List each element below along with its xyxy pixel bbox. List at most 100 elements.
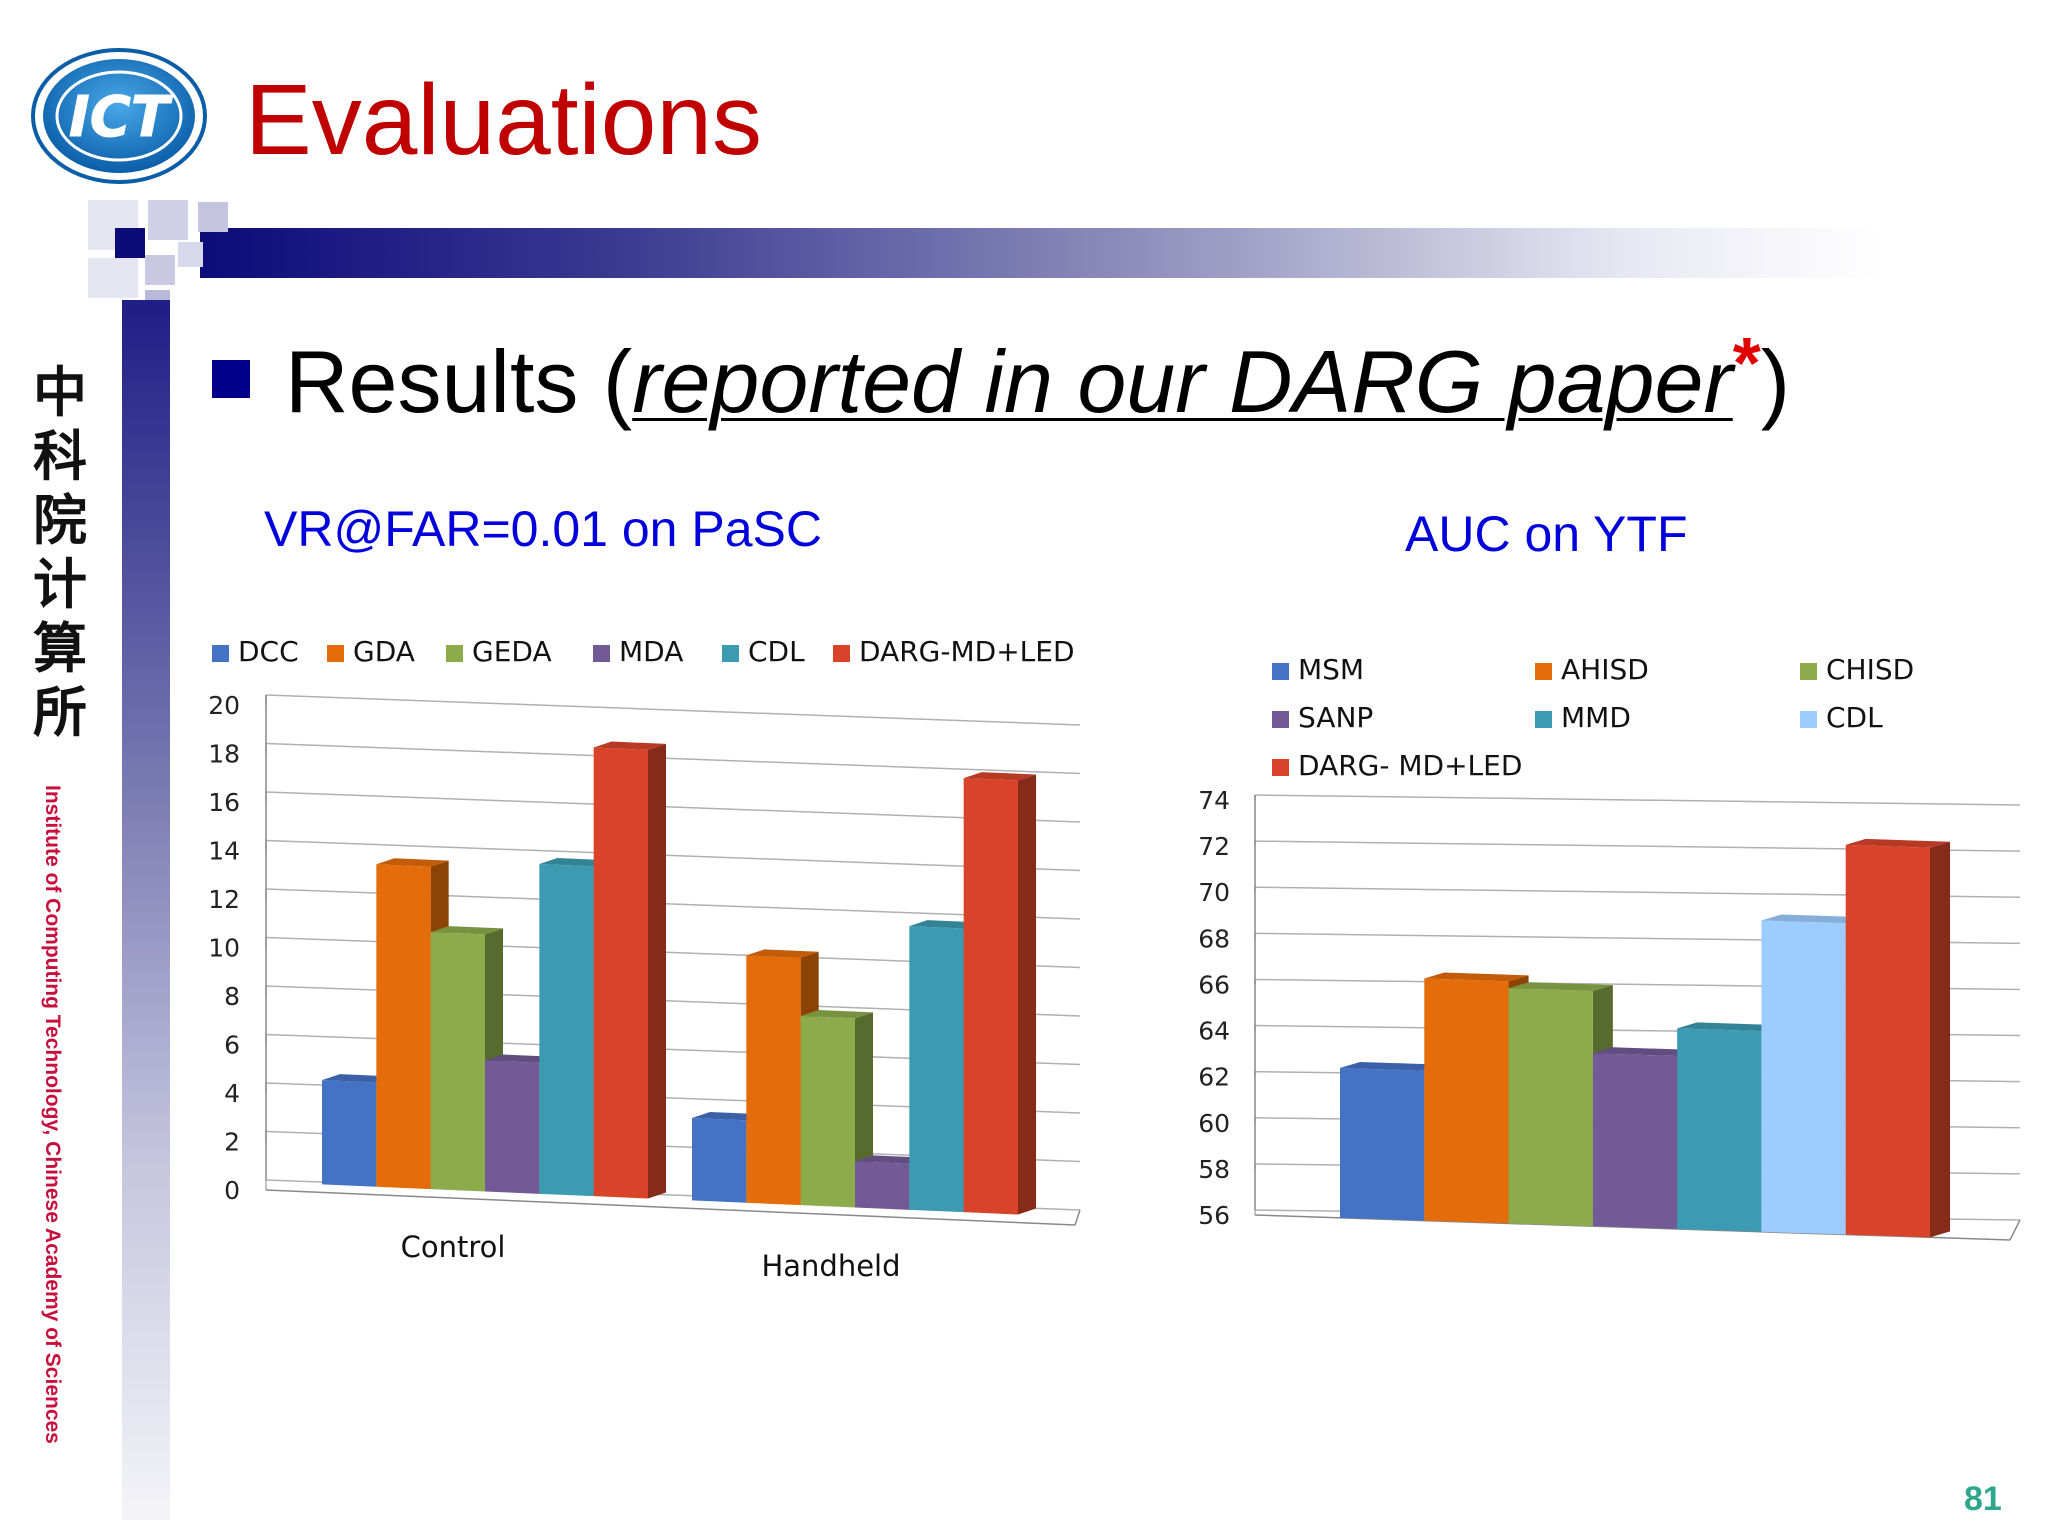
bar-front [322, 1080, 377, 1187]
y-tick-label: 20 [208, 691, 240, 720]
bar-front [1677, 1028, 1762, 1232]
y-tick-label: 12 [208, 885, 240, 914]
legend-swatch [1272, 759, 1289, 776]
bar-front [593, 747, 648, 1199]
bar-front [376, 864, 431, 1190]
chart-right-title: AUC on YTF [1405, 506, 1688, 562]
y-tick-label: 60 [1198, 1109, 1230, 1138]
legend-label: CDL [748, 635, 805, 668]
legend-swatch [1800, 663, 1817, 680]
y-tick-label: 0 [224, 1176, 240, 1205]
legend-label: DCC [238, 635, 299, 668]
y-tick-label: 62 [1198, 1063, 1230, 1092]
legend-label: DARG- MD+LED [1298, 749, 1522, 782]
y-tick-label: 58 [1198, 1155, 1230, 1184]
legend-swatch [593, 645, 610, 662]
bar-top [322, 1074, 395, 1083]
y-tick-label: 6 [224, 1031, 240, 1060]
y-tick-label: 4 [224, 1079, 240, 1108]
legend-swatch [833, 645, 850, 662]
bar-front [1845, 844, 1930, 1238]
bar-front [1508, 988, 1593, 1227]
bar-front [430, 932, 485, 1192]
header-gradient-bar [200, 228, 1880, 278]
page-number: 81 [1964, 1480, 2002, 1518]
y-tick-label: 56 [1198, 1201, 1230, 1230]
y-tick-label: 14 [208, 837, 240, 866]
floor-front-edge [265, 1189, 1076, 1226]
footnote-star: * [1732, 324, 1761, 404]
legend-swatch [446, 645, 463, 662]
bar-top [1677, 1022, 1782, 1032]
y-tick-label: 64 [1198, 1017, 1230, 1046]
bar-front [1424, 978, 1509, 1224]
sidebar-gradient-band [122, 300, 170, 1520]
y-tick-label: 68 [1198, 924, 1230, 953]
legend-swatch [1800, 711, 1817, 728]
bar-top [1761, 914, 1866, 924]
paper-link[interactable]: reported in our DARG paper [632, 332, 1733, 431]
bar-geda-control [430, 926, 503, 1192]
legend-label: MMD [1561, 701, 1631, 734]
legend-label: AHISD [1561, 653, 1649, 686]
bar-front [746, 955, 801, 1206]
y-tick-label: 16 [208, 788, 240, 817]
bar-top [593, 741, 666, 750]
legend-label: MDA [619, 635, 683, 668]
results-suffix: ) [1760, 332, 1791, 431]
chart-left-title: VR@FAR=0.01 on PaSC [264, 501, 822, 557]
bar-top [1424, 972, 1529, 982]
y-tick-label: 8 [224, 982, 240, 1011]
y-tick-label: 66 [1198, 970, 1230, 999]
legend-label: MSM [1298, 653, 1364, 686]
legend-label: CDL [1826, 701, 1883, 734]
y-tick-label: 18 [208, 740, 240, 769]
bar-top [1845, 838, 1950, 848]
bar-top [963, 772, 1036, 781]
bar-top [909, 920, 982, 929]
y-tick-label: 2 [224, 1128, 240, 1157]
legend-swatch [1535, 663, 1552, 680]
legend-label: GDA [353, 635, 415, 668]
bar-front [909, 926, 964, 1213]
bar-top [1508, 982, 1613, 992]
bar-top [430, 926, 503, 935]
legend-swatch [327, 645, 344, 662]
legend-label: GEDA [472, 635, 552, 668]
bar-darg-md-led-handheld [963, 772, 1036, 1215]
bullet-square [212, 360, 250, 398]
legend-label: DARG-MD+LED [859, 635, 1075, 668]
legend-swatch [722, 645, 739, 662]
legend-label: SANP [1298, 701, 1373, 734]
bar-darg-md-led-ytf [1845, 838, 1950, 1238]
bar-front [1592, 1053, 1678, 1229]
gridline [265, 791, 1081, 823]
bar-side [1930, 841, 1950, 1238]
bar-top [692, 1111, 765, 1121]
bar-front [485, 1060, 540, 1194]
results-bullet: Results (reported in our DARG paper*) [285, 324, 1791, 431]
bar-side [1018, 774, 1036, 1215]
bar-side [648, 743, 666, 1199]
results-prefix: Results ( [285, 332, 633, 431]
y-tick-label: 10 [208, 934, 240, 963]
bar-front [692, 1117, 747, 1203]
gridline [265, 742, 1081, 775]
bar-top [539, 858, 612, 867]
chinese-institute-name: 中科院计算所 [33, 360, 87, 744]
bar-front [1761, 920, 1846, 1235]
legend-label: CHISD [1826, 653, 1914, 686]
bar-top [855, 1155, 928, 1164]
gridline [265, 694, 1081, 726]
floor-right-edge [2009, 1219, 2021, 1241]
legend-swatch [212, 645, 229, 662]
bar-darg-md-led-control [593, 741, 666, 1199]
category-label: Handheld [761, 1249, 900, 1283]
category-label: Control [401, 1230, 506, 1264]
legend-swatch [1272, 711, 1289, 728]
y-tick-label: 72 [1198, 832, 1230, 861]
bar-front [1340, 1067, 1425, 1221]
bar-top [376, 858, 449, 867]
